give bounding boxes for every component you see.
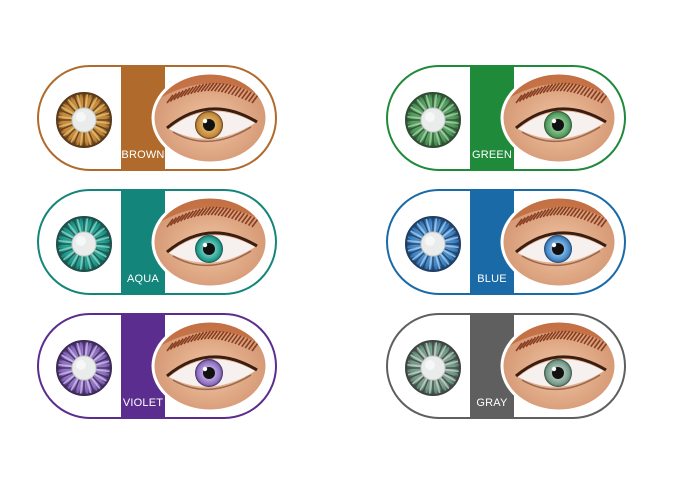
eye-image xyxy=(500,195,618,289)
contact-lens-image xyxy=(405,216,461,272)
eye-image xyxy=(151,319,269,413)
eye-image xyxy=(151,195,269,289)
color-swatch-card-aqua: AQUA xyxy=(37,189,277,295)
color-band: AQUA xyxy=(121,191,165,293)
color-swatch-card-violet: VIOLET xyxy=(37,313,277,419)
contact-lens-image xyxy=(56,340,112,396)
eye-image xyxy=(151,71,269,165)
contact-lens-image xyxy=(405,340,461,396)
contact-lens-image xyxy=(56,92,112,148)
contact-lens-image xyxy=(405,92,461,148)
color-label: GRAY xyxy=(476,397,508,409)
color-band: GREEN xyxy=(470,67,514,169)
color-swatch-card-green: GREEN xyxy=(386,65,626,171)
eye-image xyxy=(500,319,618,413)
color-label: BROWN xyxy=(121,149,165,161)
contact-lens-image xyxy=(56,216,112,272)
color-label: VIOLET xyxy=(122,397,164,409)
color-label: BLUE xyxy=(477,273,507,285)
color-band: BLUE xyxy=(470,191,514,293)
color-swatch-card-gray: GRAY xyxy=(386,313,626,419)
eye-image xyxy=(500,71,618,165)
color-swatch-card-blue: BLUE xyxy=(386,189,626,295)
color-label: AQUA xyxy=(127,273,159,285)
color-swatch-card-brown: BROWN xyxy=(37,65,277,171)
color-label: GREEN xyxy=(471,149,513,161)
